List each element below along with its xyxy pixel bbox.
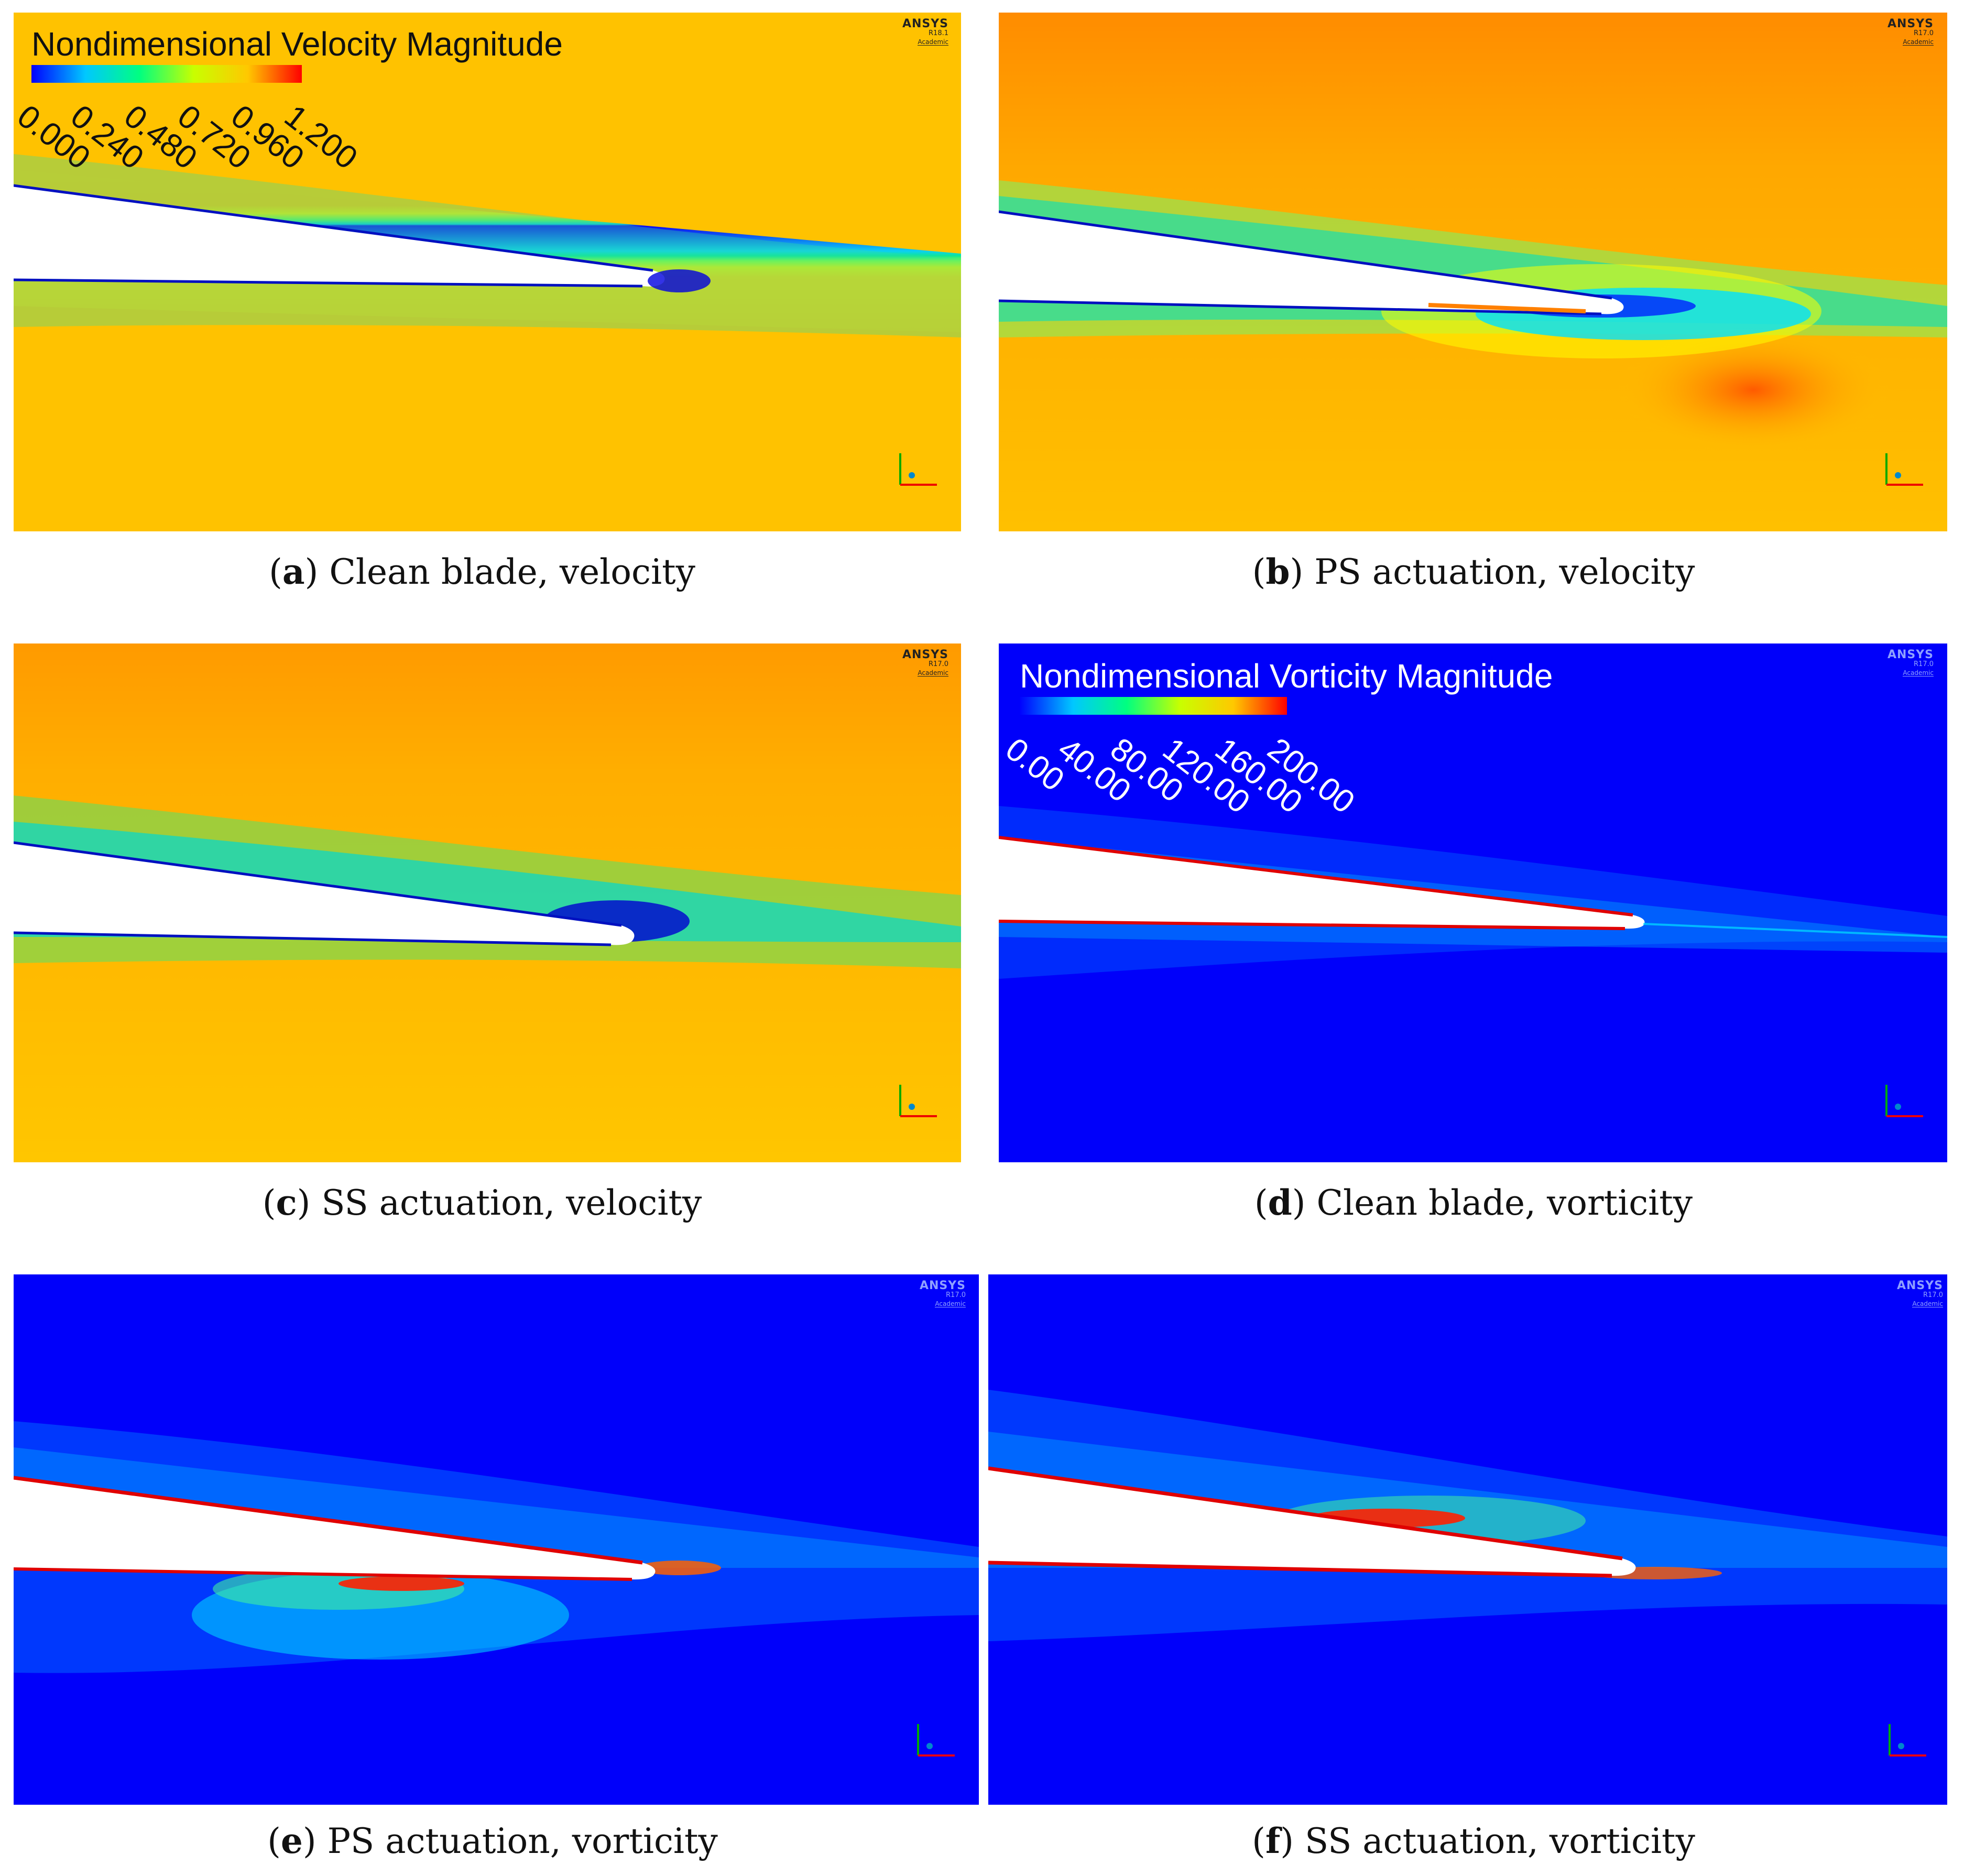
caption-e: (e) PS actuation, vorticity — [267, 1820, 718, 1861]
ansys-logo: ANSYS R18.1 Academic — [902, 17, 948, 46]
panel-f-image — [988, 1274, 1947, 1805]
ansys-logo: ANSYS R17.0 Academic — [1887, 648, 1934, 677]
axis-triad-icon — [895, 443, 942, 490]
ansys-logo: ANSYS R17.0 Academic — [902, 648, 948, 677]
ansys-logo: ANSYS R17.0 Academic — [1896, 1279, 1943, 1308]
axis-triad-icon — [1881, 1074, 1928, 1121]
caption-b: (b) PS actuation, velocity — [1252, 551, 1695, 592]
ansys-logo: ANSYS R17.0 Academic — [919, 1279, 966, 1308]
panel-d-image — [999, 643, 1947, 1162]
panel-e-image — [14, 1274, 979, 1805]
colorbar — [31, 65, 302, 83]
vorticity-legend-d: Nondimensional Vorticity Magnitude 0.00 … — [999, 657, 1553, 821]
panel-c-image — [14, 643, 961, 1162]
caption-c: (c) SS actuation, velocity — [262, 1182, 702, 1223]
caption-f: (f) SS actuation, vorticity — [1252, 1820, 1695, 1861]
legend-title: Nondimensional Velocity Magnitude — [31, 25, 563, 63]
caption-d: (d) Clean blade, vorticity — [1254, 1182, 1693, 1223]
axis-triad-icon — [895, 1074, 942, 1121]
axis-triad-icon — [1884, 1714, 1932, 1761]
colorbar — [1020, 697, 1287, 715]
panel-b-image — [999, 13, 1947, 531]
panel-a-image — [14, 13, 961, 531]
axis-triad-icon — [913, 1714, 960, 1761]
caption-a: (a) Clean blade, velocity — [269, 551, 695, 592]
legend-title: Nondimensional Vorticity Magnitude — [1020, 657, 1553, 695]
ansys-logo: ANSYS R17.0 Academic — [1887, 17, 1934, 46]
velocity-legend-a: Nondimensional Velocity Magnitude 0.000 … — [10, 25, 563, 177]
axis-triad-icon — [1881, 443, 1928, 490]
